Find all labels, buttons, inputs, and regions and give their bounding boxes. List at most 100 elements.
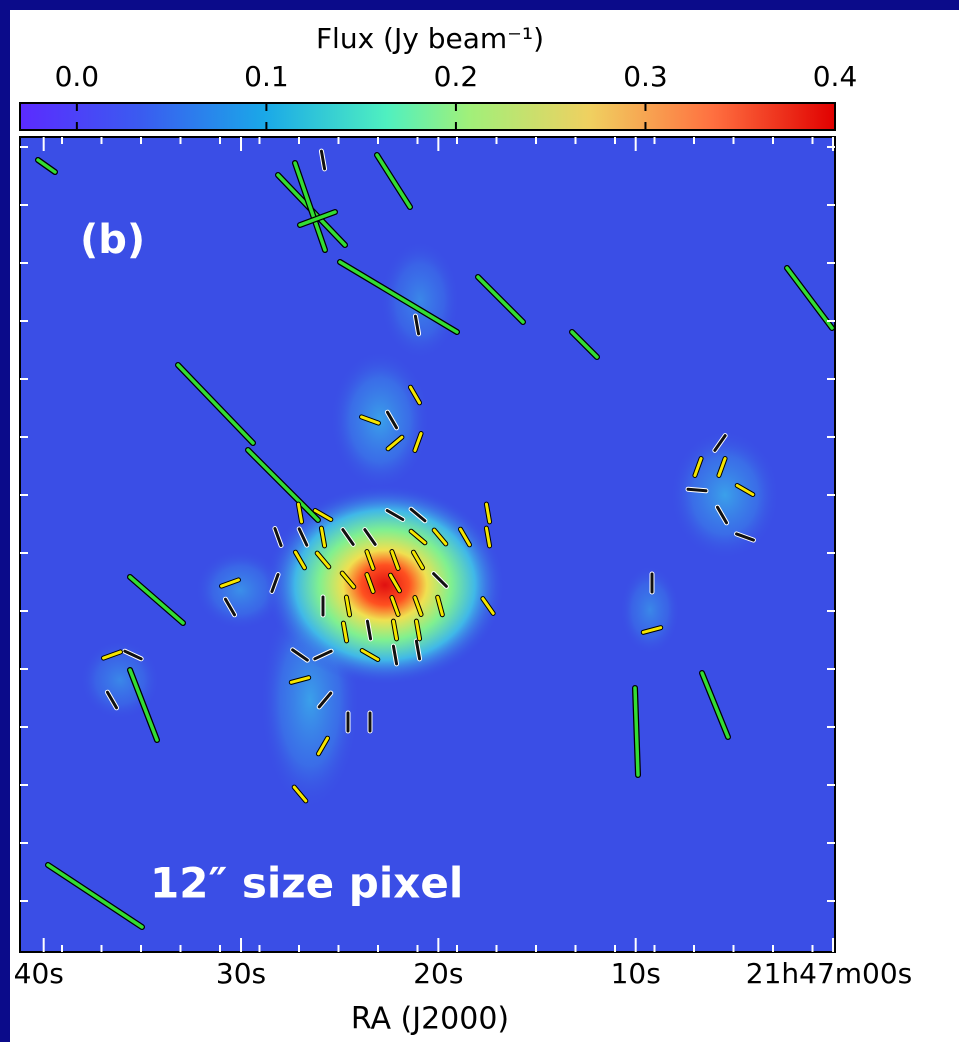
frame-ticks: [20, 137, 835, 952]
vector-long: [293, 161, 327, 252]
annotation: 12″ size pixel: [150, 859, 463, 908]
vector-black: [313, 649, 333, 661]
vector-yellow: [365, 550, 375, 570]
colorbar-tick-label: 0.3: [623, 60, 668, 93]
emission: [330, 350, 430, 490]
vector-yellow: [391, 619, 399, 641]
vector-long: [128, 668, 159, 742]
vector-yellow: [315, 551, 331, 569]
vector-black: [291, 648, 309, 662]
vector-black: [317, 691, 333, 709]
vector-yellow: [414, 619, 422, 641]
vector-black: [106, 690, 118, 710]
emission: [620, 565, 680, 655]
vector-black: [341, 528, 355, 546]
vector-yellow: [641, 626, 663, 634]
vector-long: [338, 260, 459, 334]
vector-black: [270, 573, 280, 593]
vector-black: [123, 649, 143, 661]
colorbar-label: Flux (Jy beam⁻¹): [316, 22, 544, 55]
colorbar-tick-label: 0.4: [813, 60, 858, 93]
emission: [670, 430, 780, 560]
vector-yellow: [344, 595, 352, 617]
vector-yellow: [390, 550, 400, 570]
vector-yellow: [360, 415, 380, 425]
vector-long: [633, 686, 640, 777]
vector-black: [413, 314, 421, 336]
vector-yellow: [390, 596, 400, 616]
vector-black: [365, 619, 373, 641]
vector-yellow: [412, 550, 424, 570]
vector-long: [700, 671, 730, 739]
polarization-vectors: [35, 148, 835, 930]
vector-long: [785, 266, 834, 330]
vector-black: [319, 149, 327, 171]
vector-yellow: [220, 578, 240, 588]
vector-yellow: [413, 596, 423, 616]
vector-black: [735, 532, 755, 542]
vector-yellow: [409, 385, 421, 405]
vector-long: [128, 575, 185, 625]
vector-black: [414, 639, 422, 661]
vector-black: [409, 507, 427, 523]
vector-yellow: [481, 597, 495, 615]
vector-black: [363, 528, 377, 546]
vector-black: [297, 527, 309, 547]
vector-yellow: [386, 435, 404, 451]
vector-long: [476, 275, 525, 324]
vector-yellow: [296, 502, 304, 524]
emission: [195, 550, 285, 630]
panel-label: (b): [80, 217, 145, 263]
x-tick-label: 40s: [14, 957, 64, 990]
vector-long: [246, 448, 320, 522]
vector-yellow: [317, 736, 329, 756]
vector-long: [46, 863, 144, 929]
x-tick-label: 21h47m00s: [746, 957, 913, 990]
x-axis-label: RA (J2000): [351, 1002, 509, 1037]
vector-black: [224, 597, 236, 617]
vector-yellow: [319, 526, 327, 548]
vector-yellow: [484, 502, 492, 524]
vector-yellow: [341, 621, 349, 643]
vector-black: [385, 509, 405, 521]
vector-yellow: [389, 573, 401, 593]
vector-yellow: [436, 595, 444, 617]
vector-long: [570, 330, 599, 359]
vector-black: [713, 434, 727, 452]
vector-yellow: [313, 509, 333, 521]
vector-yellow: [409, 529, 427, 545]
vector-black: [716, 505, 728, 525]
colorbar-tick-label: 0.1: [244, 60, 289, 93]
vector-long: [36, 158, 57, 174]
vector-black: [432, 572, 448, 588]
colorbar-tick-label: 0.2: [434, 60, 479, 93]
vector-yellow: [360, 649, 380, 661]
vector-yellow: [459, 527, 471, 547]
emission: [380, 240, 460, 360]
vector-black: [386, 410, 398, 430]
vector-long: [298, 210, 337, 227]
x-tick-label: 20s: [413, 957, 463, 990]
vector-yellow: [294, 550, 306, 570]
vector-long: [375, 153, 412, 209]
x-tick-label: 30s: [216, 957, 266, 990]
vector-yellow: [717, 457, 727, 477]
vector-yellow: [735, 484, 755, 496]
vector-black: [391, 644, 399, 666]
map: (b) 12″ size pixel: [19, 136, 836, 953]
vector-yellow: [289, 676, 311, 684]
vector-yellow: [292, 785, 308, 803]
vector-yellow: [340, 571, 356, 589]
vector-yellow: [693, 457, 703, 477]
vector-yellow: [484, 526, 492, 548]
vector-yellow: [102, 650, 122, 660]
colorbar: [19, 102, 836, 131]
x-tick-label: 10s: [611, 957, 661, 990]
vector-black: [686, 487, 708, 493]
vector-yellow: [432, 528, 448, 546]
vector-long: [176, 363, 255, 445]
colorbar-tick-label: 0.0: [55, 60, 100, 93]
vector-black: [273, 527, 283, 547]
